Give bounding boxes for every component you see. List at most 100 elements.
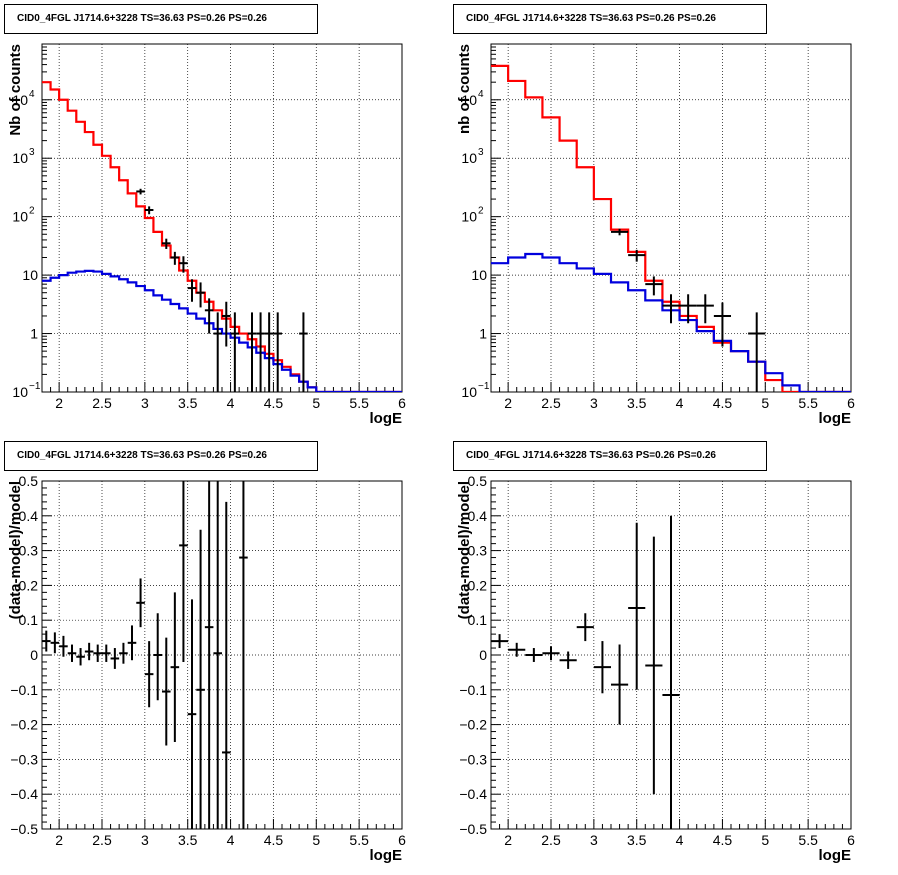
data-point bbox=[222, 501, 231, 829]
x-axis-title: logE bbox=[370, 847, 403, 864]
y-tick-exponent: 4 bbox=[478, 89, 484, 100]
x-tick-label: 2 bbox=[504, 395, 512, 411]
x-tick-label: 4.5 bbox=[264, 395, 284, 411]
y-axis-ticks bbox=[42, 43, 52, 393]
y-tick-label: −0.5 bbox=[459, 821, 487, 837]
data-point bbox=[127, 625, 137, 661]
x-tick-label: 5 bbox=[312, 832, 320, 848]
x-tick-label: 2.5 bbox=[92, 395, 112, 411]
x-tick-label: 5.5 bbox=[349, 395, 369, 411]
y-tick-label: 10 bbox=[461, 209, 477, 225]
x-tick-label: 2 bbox=[55, 395, 63, 411]
y-tick-exponent: −1 bbox=[478, 381, 490, 392]
data-point bbox=[525, 648, 543, 662]
data-point bbox=[713, 302, 731, 347]
y-tick-exponent: 4 bbox=[29, 89, 35, 100]
data-point bbox=[153, 613, 162, 701]
y-tick-label: 0.1 bbox=[468, 612, 488, 628]
x-tick-label: 5.5 bbox=[798, 832, 818, 848]
y-axis-title: nb of counts bbox=[456, 44, 473, 134]
plot-frame bbox=[490, 43, 852, 393]
x-tick-label: 3 bbox=[141, 395, 149, 411]
data-point bbox=[187, 279, 197, 302]
y-tick-exponent: 3 bbox=[478, 147, 484, 158]
chart-title-box: CID0_4FGL J1714.6+3228 TS=36.63 PS=0.26 … bbox=[4, 441, 318, 471]
data-point bbox=[119, 642, 128, 664]
total-model-histogram bbox=[491, 64, 851, 392]
x-axis-ticks bbox=[41, 819, 403, 829]
x-tick-label: 3 bbox=[141, 832, 149, 848]
data-point bbox=[239, 481, 248, 829]
chart-panel-residual-right: 2 2.5 3 3.5 4 4.5 5 5.5 6 −0.5 −0.4 −0.3 −0.2 −0.1 0 0.… bbox=[449, 437, 898, 874]
x-tick-label: 4 bbox=[676, 832, 684, 848]
y-tick-label: 0.3 bbox=[19, 543, 39, 559]
data-point bbox=[299, 312, 308, 392]
data-point bbox=[136, 578, 145, 628]
y-tick-label: 10 bbox=[471, 267, 487, 283]
chart-panel-spectrum-right: 2 2.5 3 3.5 4 4.5 5 5.5 6 10 −1 1 10 10 2 10 3 10 4 logE nb … bbox=[449, 0, 898, 437]
x-tick-label: 2 bbox=[504, 832, 512, 848]
data-point bbox=[679, 294, 697, 324]
y-tick-label: 0.2 bbox=[19, 577, 39, 593]
data-point bbox=[576, 613, 594, 642]
y-tick-label: −0.5 bbox=[10, 821, 38, 837]
y-tick-label: 10 bbox=[461, 384, 477, 400]
data-point bbox=[628, 522, 646, 690]
data-point bbox=[162, 637, 171, 746]
plot-frame bbox=[41, 43, 403, 393]
data-point bbox=[559, 651, 577, 669]
x-tick-label: 4.5 bbox=[713, 395, 733, 411]
total-model-histogram bbox=[42, 81, 402, 392]
data-point bbox=[144, 206, 154, 215]
y-axis-ticks bbox=[491, 43, 501, 393]
x-tick-label: 6 bbox=[847, 832, 855, 848]
data-point bbox=[187, 599, 197, 829]
chart-panel-spectrum-left: 2 2.5 3 3.5 4 4.5 5 5.5 6 10 −1 1 10 10 2 10 3 10 4 logE Nb … bbox=[0, 0, 449, 437]
data-point bbox=[628, 249, 646, 262]
y-tick-label: 0 bbox=[30, 647, 38, 663]
data-point bbox=[645, 276, 663, 296]
data-point bbox=[76, 648, 85, 666]
x-tick-label: 3.5 bbox=[178, 395, 198, 411]
data-point bbox=[136, 188, 145, 195]
x-tick-label: 3.5 bbox=[627, 395, 647, 411]
x-tick-label: 2 bbox=[55, 832, 63, 848]
x-tick-label: 3 bbox=[590, 832, 598, 848]
x-tick-label: 5 bbox=[761, 832, 769, 848]
data-point bbox=[179, 256, 188, 273]
y-tick-label: 10 bbox=[22, 267, 38, 283]
grid bbox=[42, 481, 402, 829]
y-tick-label: 0.4 bbox=[19, 508, 39, 524]
y-axis-title: (data-model)/model bbox=[7, 481, 24, 619]
y-tick-label: −0.2 bbox=[459, 717, 487, 733]
y-tick-exponent: 2 bbox=[29, 206, 35, 217]
data-point bbox=[93, 644, 102, 662]
data-point bbox=[204, 298, 214, 334]
x-tick-label: 5 bbox=[312, 395, 320, 411]
y-tick-label: −0.4 bbox=[10, 786, 38, 802]
y-tick-exponent: 3 bbox=[29, 147, 35, 158]
y-axis-ticks bbox=[491, 480, 501, 830]
y-tick-label: 1 bbox=[479, 326, 487, 342]
data-point bbox=[50, 632, 60, 654]
data-point bbox=[162, 238, 171, 249]
y-axis-title: Nb of counts bbox=[7, 44, 24, 136]
x-axis-title: logE bbox=[819, 410, 852, 427]
data-point bbox=[645, 536, 663, 795]
y-tick-label: 10 bbox=[12, 150, 28, 166]
y-tick-label: 0.3 bbox=[468, 543, 488, 559]
data-point bbox=[508, 642, 526, 657]
y-tick-label: 0.1 bbox=[19, 612, 39, 628]
data-point bbox=[748, 312, 766, 392]
y-tick-label: 0 bbox=[479, 647, 487, 663]
data-point bbox=[170, 251, 180, 265]
y-tick-label: −0.3 bbox=[10, 751, 38, 767]
data-point bbox=[179, 481, 188, 662]
x-tick-label: 3.5 bbox=[627, 832, 647, 848]
data-point bbox=[67, 644, 77, 662]
chart-panel-residual-left: 2 2.5 3 3.5 4 4.5 5 5.5 6 −0.5 −0.4 −0.3 −0.2 −0.1 0 0.… bbox=[0, 437, 449, 874]
chart-title-box: CID0_4FGL J1714.6+3228 TS=36.63 PS=0.26 … bbox=[4, 4, 318, 34]
x-tick-label: 2.5 bbox=[92, 832, 112, 848]
